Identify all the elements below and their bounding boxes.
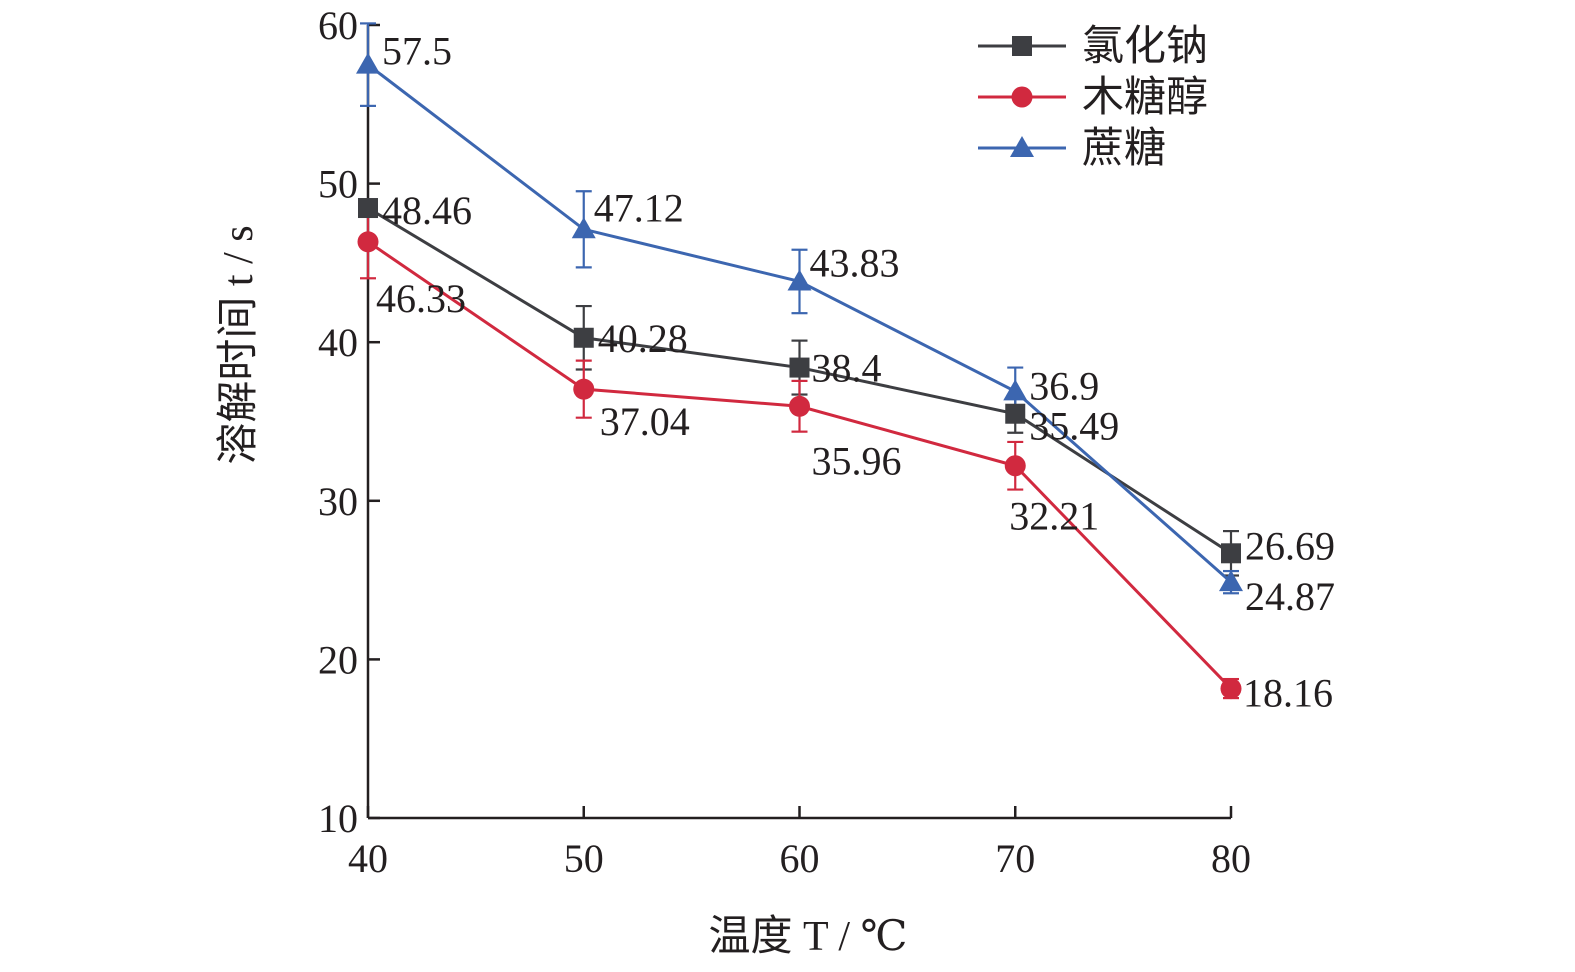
legend-marker <box>1010 136 1034 157</box>
data-label: 38.4 <box>812 346 882 391</box>
data-label: 37.04 <box>600 399 690 444</box>
y-tick-label: 20 <box>318 637 358 682</box>
data-point <box>1219 570 1243 592</box>
data-point <box>787 269 812 291</box>
data-label: 24.87 <box>1245 574 1335 619</box>
data-point <box>1220 678 1242 700</box>
x-tick-label: 80 <box>1211 836 1251 881</box>
y-ticks: 10 20 30 40 50 60 <box>318 3 380 841</box>
data-point <box>571 217 596 239</box>
data-label: 57.5 <box>382 29 452 74</box>
data-label: 46.33 <box>376 276 466 321</box>
legend-entry: 蔗糖 <box>1082 126 1166 172</box>
x-tick-label: 40 <box>348 836 388 881</box>
x-ticks: 40 50 60 70 80 <box>348 806 1251 881</box>
x-tick-label: 70 <box>995 836 1035 881</box>
legend-marker <box>1011 86 1033 108</box>
data-point <box>1221 543 1241 564</box>
y-axis-title: 溶解时间 t / s <box>215 225 262 464</box>
data-point <box>573 327 594 348</box>
x-axis-title: 温度 T / ℃ <box>708 914 907 960</box>
series-square <box>367 206 1239 577</box>
data-label: 43.83 <box>810 240 900 285</box>
series-layer <box>356 22 1243 700</box>
y-tick-label: 60 <box>318 3 358 48</box>
y-tick-label: 10 <box>318 796 358 841</box>
data-point <box>1004 455 1026 477</box>
data-labels: 48.46 40.28 38.4 35.49 26.69 46.33 37.04 35.96 3… <box>376 29 1335 716</box>
data-point <box>573 378 595 400</box>
series-markers-square <box>358 198 1241 564</box>
data-point <box>789 357 810 378</box>
data-point <box>1005 403 1026 424</box>
data-point <box>357 231 379 253</box>
y-tick-label: 40 <box>318 320 358 365</box>
data-point <box>1003 379 1028 401</box>
data-label: 18.16 <box>1243 671 1333 716</box>
series-markers-triangle <box>356 52 1243 592</box>
data-point <box>789 395 810 417</box>
legend-entry: 氯化钠 <box>1082 24 1208 70</box>
data-label: 26.69 <box>1245 523 1335 568</box>
data-label: 35.96 <box>812 438 902 483</box>
data-label: 32.21 <box>1009 494 1099 539</box>
y-tick-label: 50 <box>318 162 358 207</box>
x-tick-label: 60 <box>780 836 820 881</box>
data-label: 36.9 <box>1029 363 1099 408</box>
y-tick-label: 30 <box>318 479 358 524</box>
legend-marker <box>1012 36 1032 56</box>
data-label: 48.46 <box>382 188 472 233</box>
data-point <box>358 198 378 219</box>
series-markers-circle <box>357 231 1242 700</box>
data-label: 40.28 <box>598 316 688 361</box>
x-tick-label: 50 <box>564 836 604 881</box>
data-point <box>356 52 380 74</box>
data-label: 47.12 <box>594 185 684 230</box>
legend-entry: 木糖醇 <box>1082 75 1208 121</box>
data-label: 35.49 <box>1029 404 1119 449</box>
